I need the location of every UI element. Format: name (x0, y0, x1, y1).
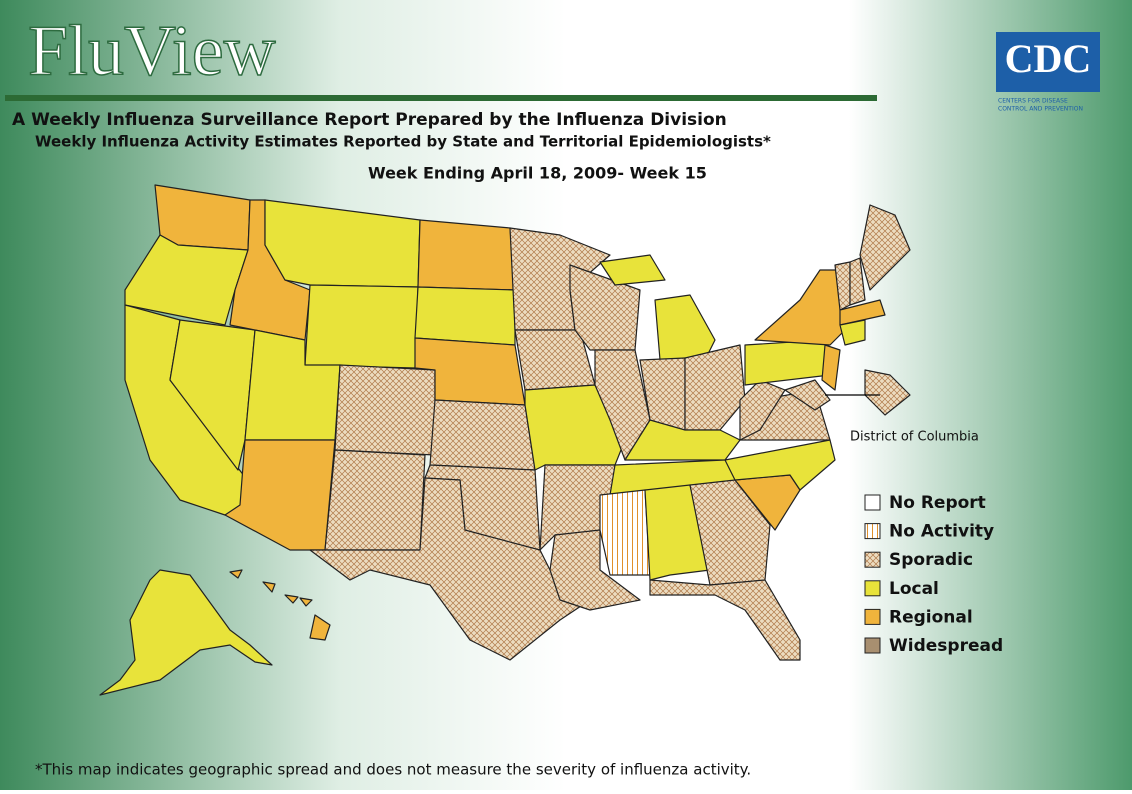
legend-swatch (864, 580, 881, 597)
logo-caption: Control and Prevention (998, 106, 1083, 113)
title: FluView (28, 11, 276, 91)
legend-label: No Report (889, 493, 986, 513)
cdc-logo: CDC Centers for Disease Control and Prev… (996, 32, 1100, 113)
logo-text: CDC (1005, 36, 1092, 81)
legend-swatch (864, 494, 881, 511)
dc-label: District of Columbia (850, 430, 979, 445)
logo-caption: Centers for Disease (998, 98, 1068, 105)
legend-swatch (864, 523, 881, 540)
legend-label: Widespread (889, 636, 1003, 656)
legend-label: Local (889, 579, 939, 599)
subtitle: Weekly Influenza Activity Estimates Repo… (35, 133, 771, 151)
week: Week Ending April 18, 2009- Week 15 (368, 164, 707, 183)
legend-label: Regional (889, 607, 973, 627)
title-rule (5, 95, 877, 101)
subtitle: A Weekly Influenza Surveillance Report P… (12, 110, 727, 130)
legend-label: No Activity (889, 522, 994, 542)
legend-swatch (864, 551, 881, 568)
states (99, 184, 911, 696)
legend-swatch (864, 637, 881, 654)
legend: No Report No Activity Sporadic Local Regiona… (864, 493, 1003, 656)
legend-label: Sporadic (889, 550, 973, 570)
legend-swatch (864, 608, 881, 625)
footnote: *This map indicates geographic spread an… (35, 761, 751, 779)
